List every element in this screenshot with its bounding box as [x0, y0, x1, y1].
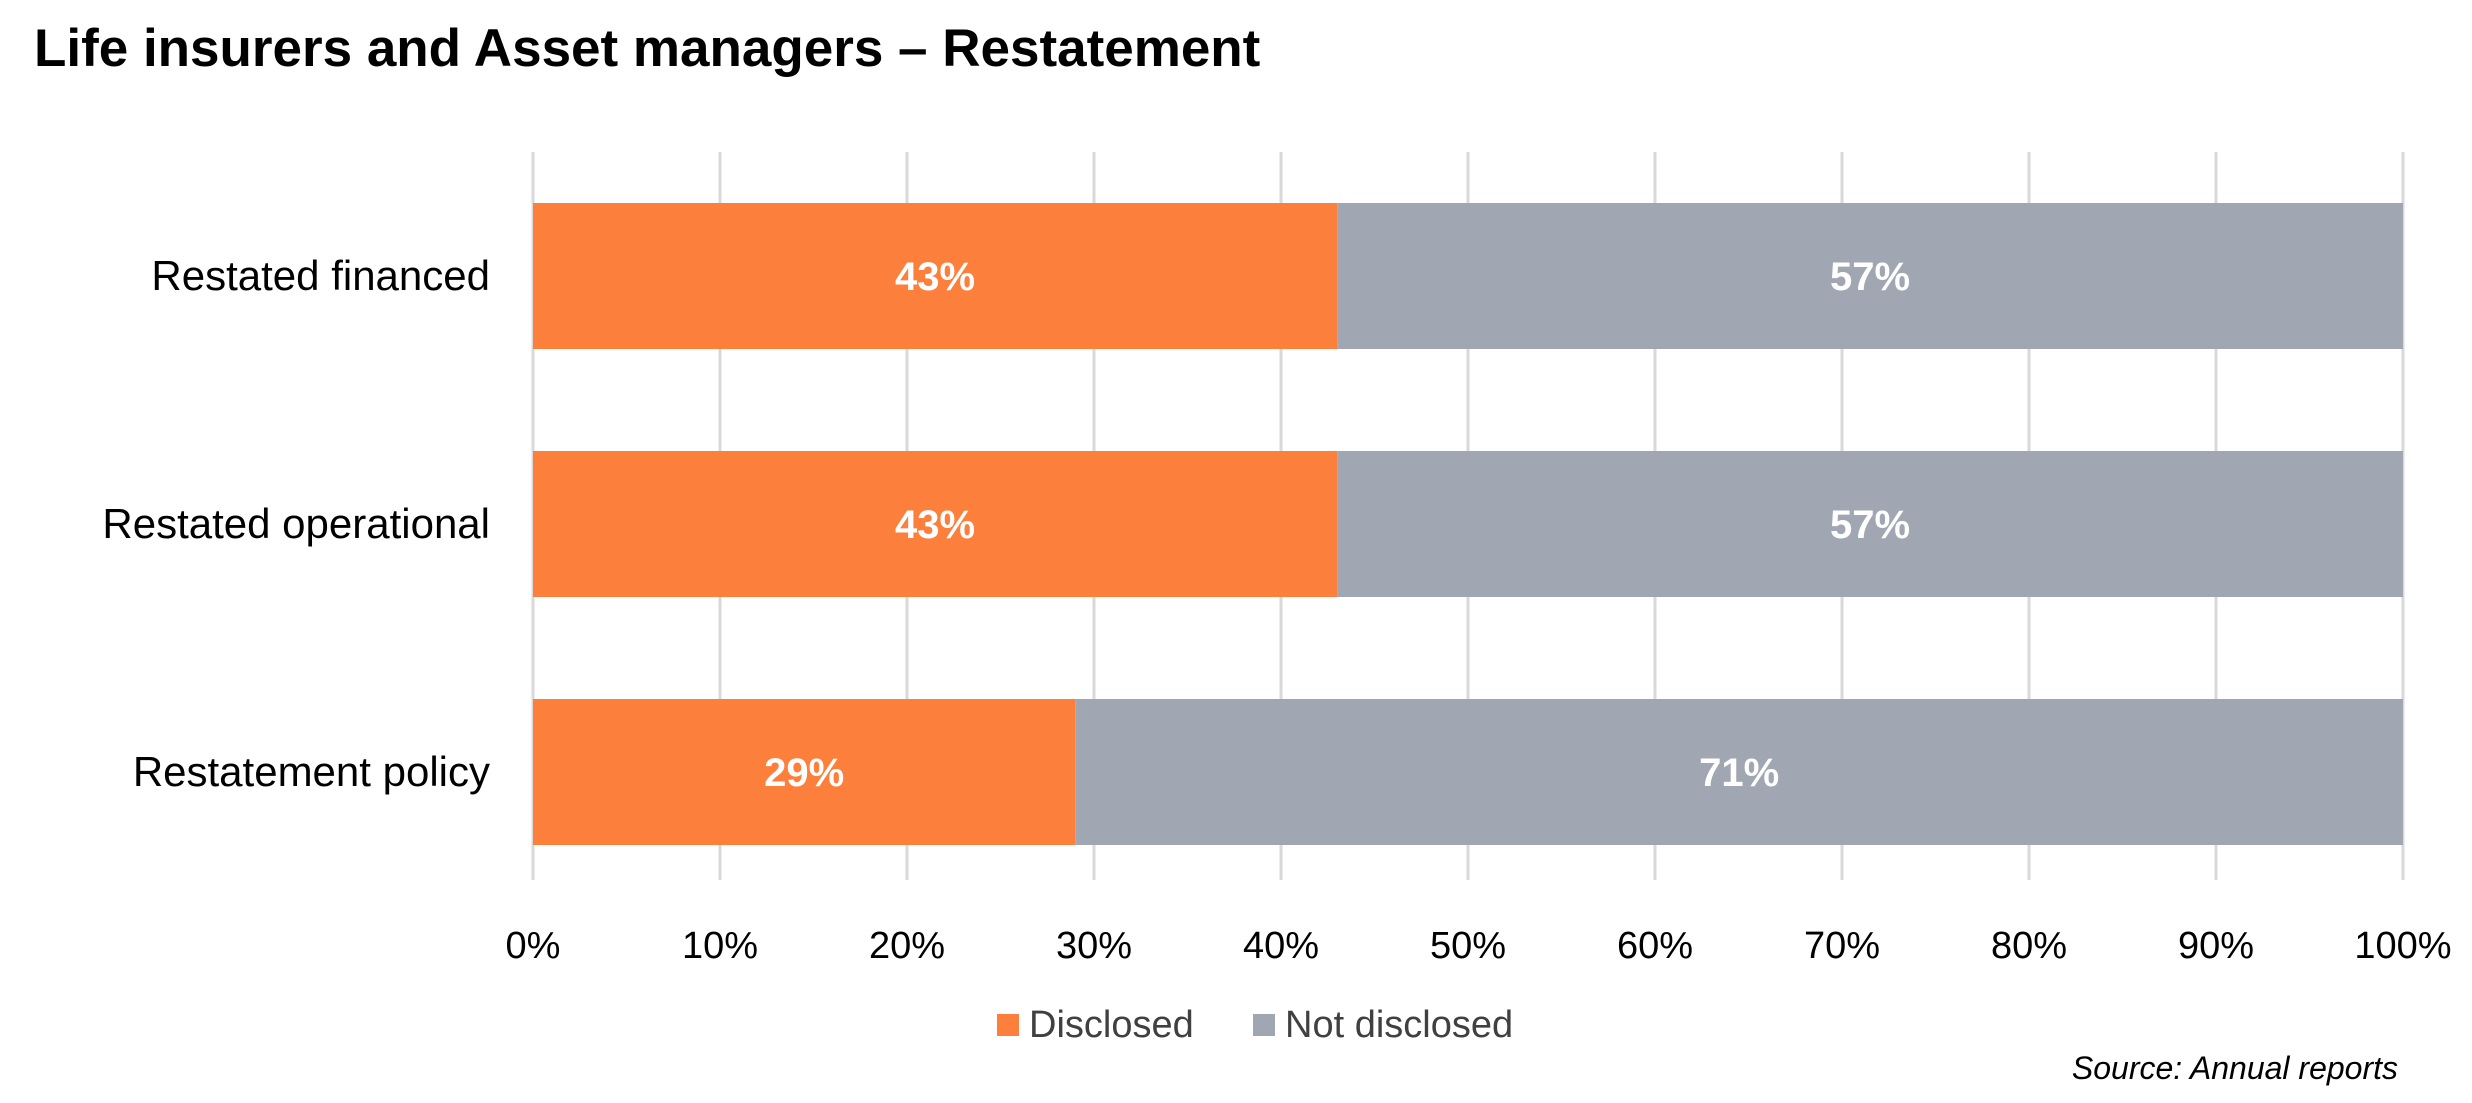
tick-label-3: 30%	[1056, 925, 1132, 967]
legend-swatch-not-disclosed	[1253, 1014, 1275, 1036]
legend-label-not-disclosed: Not disclosed	[1285, 1004, 1513, 1046]
legend-swatch-disclosed	[997, 1014, 1019, 1036]
data-label-restated-financed-disclosed: 43%	[895, 255, 975, 299]
tick-label-9: 90%	[2178, 925, 2254, 967]
bar-restated-operational-disclosed	[533, 451, 1338, 597]
tick-label-4: 40%	[1243, 925, 1319, 967]
data-label-restatement-policy-not-disclosed: 71%	[1699, 751, 1779, 795]
data-label-restated-operational-disclosed: 43%	[895, 503, 975, 547]
bar-restated-financed-disclosed	[533, 203, 1338, 349]
source-note: Source: Annual reports	[2071, 1050, 2398, 1086]
category-label-restatement-policy: Restatement policy	[133, 748, 490, 795]
data-label-restated-operational-not-disclosed: 57%	[1830, 503, 1910, 547]
data-labels: 43% 57% 43% 57% 29% 71%	[764, 255, 1910, 795]
tick-label-8: 80%	[1991, 925, 2067, 967]
tick-label-5: 50%	[1430, 925, 1506, 967]
data-label-restatement-policy-disclosed: 29%	[764, 751, 844, 795]
x-axis-tick-labels: 0% 10% 20% 30% 40% 50% 60% 70% 80% 90% 100%	[506, 925, 2452, 967]
tick-label-1: 10%	[682, 925, 758, 967]
tick-label-10: 100%	[2354, 925, 2451, 967]
tick-label-6: 60%	[1617, 925, 1693, 967]
chart-title: Life insurers and Asset managers – Resta…	[34, 19, 1261, 78]
bars	[533, 203, 2403, 845]
bar-restatement-policy-disclosed	[533, 699, 1076, 845]
category-label-restated-operational: Restated operational	[102, 500, 490, 547]
data-label-restated-financed-not-disclosed: 57%	[1830, 255, 1910, 299]
bar-restated-operational-not-disclosed	[1337, 451, 2403, 597]
legend: Disclosed Not disclosed	[997, 1004, 1513, 1046]
tick-label-2: 20%	[869, 925, 945, 967]
category-label-restated-financed: Restated financed	[151, 252, 490, 299]
legend-label-disclosed: Disclosed	[1029, 1004, 1194, 1046]
bar-restated-financed-not-disclosed	[1337, 203, 2403, 349]
tick-label-7: 70%	[1804, 925, 1880, 967]
tick-label-0: 0%	[506, 925, 561, 967]
bar-restatement-policy-not-disclosed	[1075, 699, 2403, 845]
category-labels: Restated financed Restated operational Res…	[102, 252, 490, 795]
